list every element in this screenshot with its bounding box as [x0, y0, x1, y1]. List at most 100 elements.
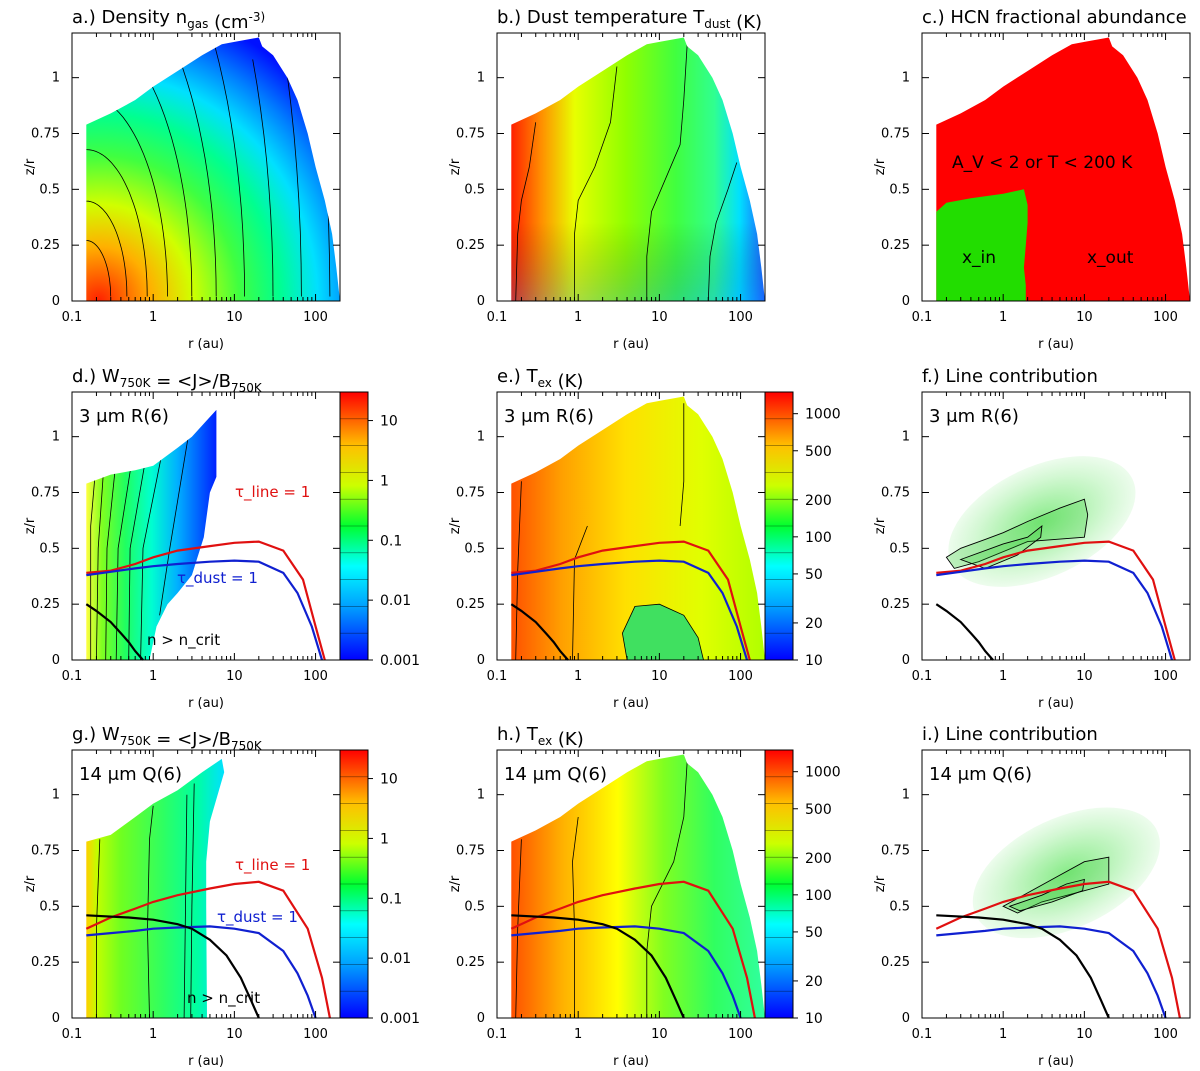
colorbar-tick-label: 1	[380, 831, 389, 847]
colorbar-tick-label: 200	[805, 493, 832, 509]
panel-title: h.) Tex (K)	[497, 724, 584, 750]
y-tick-label: 0.75	[881, 127, 910, 142]
y-tick-label: 1	[52, 430, 60, 445]
line-contribution-glow	[972, 807, 1160, 939]
colorbar-tick-label: 1000	[805, 765, 841, 781]
x-tick-label: 0.1	[62, 669, 83, 684]
colorbar-tick-label: 10	[380, 772, 398, 788]
contour-line	[96, 458, 105, 660]
colorbar-tick-label: 0.1	[380, 891, 402, 907]
x-tick-label: 0.1	[487, 1027, 508, 1042]
x-tick-label: 0.1	[487, 310, 508, 325]
y-tick-label: 0	[902, 1011, 910, 1026]
y-tick-label: 1	[477, 71, 485, 86]
y-axis-label: z/r	[448, 875, 463, 892]
colorbar-tick-label: 1	[380, 473, 389, 489]
cool-region	[621, 603, 705, 660]
x-tick-label: 100	[728, 310, 753, 325]
plot-frame	[921, 32, 1191, 302]
contour-line	[86, 240, 112, 297]
y-tick-label: 0	[477, 653, 485, 668]
colorbar-tick-label: 0.01	[380, 593, 411, 609]
x-tick-label: 10	[651, 310, 668, 325]
x-tick-label: 1	[149, 310, 157, 325]
line-label: 3 μm R(6)	[79, 406, 169, 427]
x-tick-label: 100	[728, 1027, 753, 1042]
x-tick-label: 10	[651, 1027, 668, 1042]
x-tick-label: 100	[303, 310, 328, 325]
colorbar-tick-label: 20	[805, 974, 823, 990]
y-axis-label: z/r	[873, 158, 888, 175]
ncrit-curve	[510, 603, 569, 661]
y-tick-label: 0.75	[31, 127, 60, 142]
y-tick-label: 0.75	[456, 844, 485, 859]
tau-dust-label: τ_dust = 1	[217, 908, 298, 927]
y-tick-label: 0.25	[31, 238, 60, 253]
y-tick-label: 0.25	[31, 955, 60, 970]
ncrit-curve	[936, 914, 1110, 1019]
tau-dust-curve	[511, 925, 742, 1019]
contour-line	[90, 458, 97, 660]
x-tick-label: 10	[226, 1027, 243, 1042]
y-tick-label: 0.25	[881, 238, 910, 253]
y-tick-label: 0.75	[31, 486, 60, 501]
x-tick-label: 10	[651, 669, 668, 684]
ncrit-label: n > n_crit	[147, 631, 220, 650]
colorbar-tick-label: 0.001	[380, 1011, 420, 1027]
plot-frame	[496, 749, 766, 1019]
contour-line	[190, 783, 195, 1018]
contour-line	[646, 44, 688, 301]
x-tick-label: 1	[999, 310, 1007, 325]
y-tick-label: 0.75	[881, 844, 910, 859]
contour-line	[282, 44, 302, 297]
panel-title: d.) W750K = <J>/B750K	[72, 366, 263, 395]
panel-title: e.) Tex (K)	[497, 366, 583, 392]
density-map	[86, 37, 340, 301]
x-tick-label: 0.1	[912, 310, 933, 325]
contour-line	[105, 458, 117, 660]
contour-line	[515, 122, 537, 301]
contour-line	[707, 162, 738, 301]
contour-line	[515, 481, 522, 660]
x-tick-label: 1	[574, 310, 582, 325]
x-axis-label: r (au)	[1038, 337, 1074, 352]
line-contribution-glow	[948, 456, 1136, 587]
y-axis-label: z/r	[873, 875, 888, 892]
x-axis-label: r (au)	[613, 696, 649, 711]
x-tick-label: 1	[574, 669, 582, 684]
tau-line-curve	[511, 540, 751, 661]
contour-line	[515, 839, 522, 1018]
y-tick-label: 0.75	[456, 127, 485, 142]
x-tick-label: 100	[303, 669, 328, 684]
colorbar-tick-label: 0.001	[380, 653, 420, 669]
plot-frame	[921, 749, 1191, 1019]
x-tick-label: 100	[303, 1027, 328, 1042]
x-tick-label: 10	[226, 669, 243, 684]
tau-line-label: τ_line = 1	[235, 483, 310, 502]
y-tick-label: 0.5	[39, 182, 60, 197]
y-tick-label: 1	[477, 788, 485, 803]
ncrit-curve	[935, 603, 994, 661]
y-tick-label: 0	[52, 294, 60, 309]
contour-line	[140, 425, 168, 660]
colorbar-tick-label: 100	[805, 530, 832, 546]
x-axis-label: r (au)	[1038, 696, 1074, 711]
contour-line	[159, 414, 193, 616]
colorbar-tick-label: 10	[380, 414, 398, 430]
x-tick-label: 0.1	[912, 1027, 933, 1042]
colorbar-tick-label: 20	[805, 616, 823, 632]
colorbar-tick-label: 10	[805, 653, 823, 669]
y-axis-label: z/r	[23, 158, 38, 175]
contour-line	[572, 816, 579, 1018]
y-tick-label: 0.25	[456, 238, 485, 253]
tau-line-curve	[85, 880, 331, 1019]
dilution-factor-map	[86, 409, 217, 660]
panel-title: b.) Dust temperature Tdust (K)	[497, 7, 762, 33]
x-axis-label: r (au)	[1038, 1054, 1074, 1069]
contour-line	[86, 149, 148, 297]
y-tick-label: 1	[902, 788, 910, 803]
plot-frame	[921, 391, 1191, 661]
panel-d: d.) W750K = <J>/B750K τ_line = 1 τ_dust = …	[23, 366, 420, 711]
